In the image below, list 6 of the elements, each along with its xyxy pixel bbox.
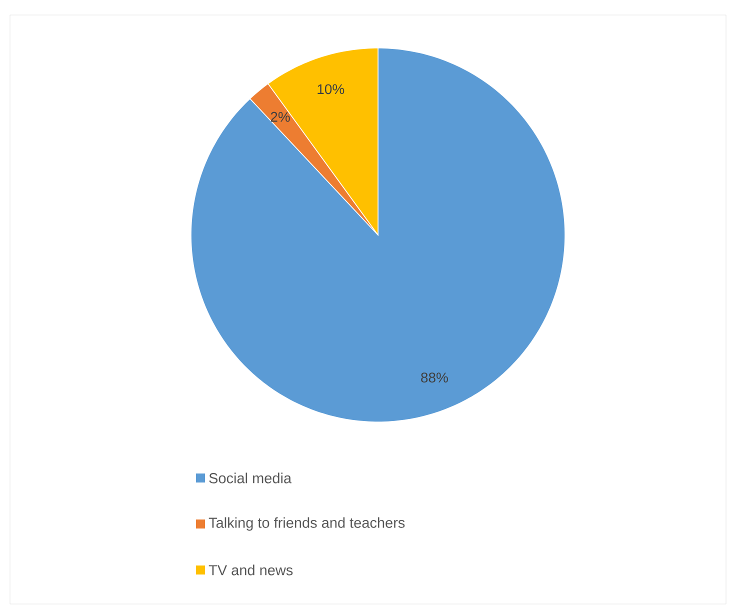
legend-label: TV and news bbox=[208, 564, 293, 576]
data-label: 2% bbox=[270, 112, 290, 122]
data-label: 88% bbox=[421, 372, 448, 383]
legend-label: Social media bbox=[209, 472, 292, 484]
legend-label: Talking to friends and teachers bbox=[208, 517, 405, 531]
data-label: 10% bbox=[318, 84, 344, 94]
